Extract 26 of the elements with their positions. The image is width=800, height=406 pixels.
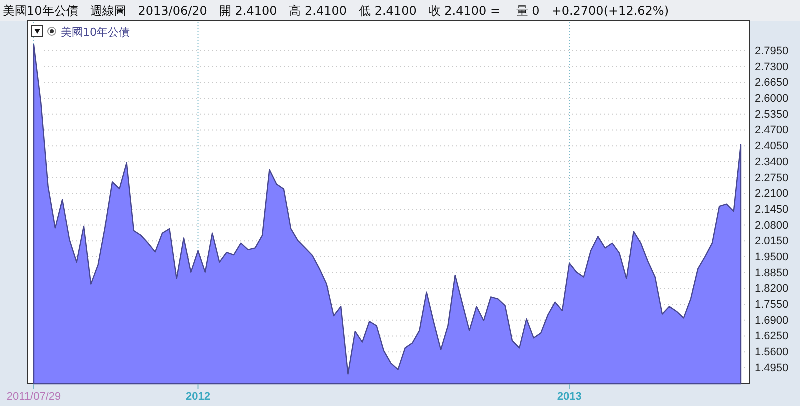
y-tick-label: 2.7950 bbox=[755, 46, 789, 58]
y-tick-label: 2.0150 bbox=[755, 236, 789, 248]
y-tick-label: 2.6000 bbox=[755, 93, 789, 106]
x-tick-label: 2011/07/29 bbox=[6, 390, 62, 403]
y-tick-label: 1.9500 bbox=[755, 252, 789, 264]
y-tick-label: 1.6250 bbox=[755, 330, 789, 343]
y-tick-label: 2.2100 bbox=[755, 188, 789, 200]
x-tick-label: 2012 bbox=[186, 390, 210, 403]
y-tick-label: 2.1450 bbox=[755, 204, 789, 216]
y-tick-label: 2.4700 bbox=[755, 124, 789, 137]
y-tick-label: 1.7550 bbox=[755, 299, 789, 312]
y-tick-label: 1.6900 bbox=[755, 314, 789, 327]
y-tick-label: 2.6650 bbox=[755, 77, 789, 90]
y-tick-label: 1.4950 bbox=[755, 362, 789, 374]
text: 美國10年公債 bbox=[61, 26, 130, 39]
y-tick-label: 2.0800 bbox=[755, 220, 789, 232]
y-tick-label: 2.3400 bbox=[755, 156, 789, 168]
chart-title: 美國10年公債 週線圖 2013/06/20 開 2.4100 高 2.4100 低 2.4100 收 2.4100 = 量 0 +0.2700(+12.62%) bbox=[3, 4, 669, 18]
x-tick-label: 2013 bbox=[557, 390, 582, 403]
y-tick-label: 1.8200 bbox=[755, 283, 789, 296]
y-tick-label: 1.5600 bbox=[755, 346, 789, 359]
y-tick-label: 2.4050 bbox=[755, 140, 789, 153]
y-tick-label: 2.2750 bbox=[755, 172, 789, 184]
y-tick-label: 2.5350 bbox=[755, 108, 789, 121]
y-tick-label: 2.7300 bbox=[755, 61, 789, 74]
y-tick-label: 1.8850 bbox=[755, 267, 789, 280]
